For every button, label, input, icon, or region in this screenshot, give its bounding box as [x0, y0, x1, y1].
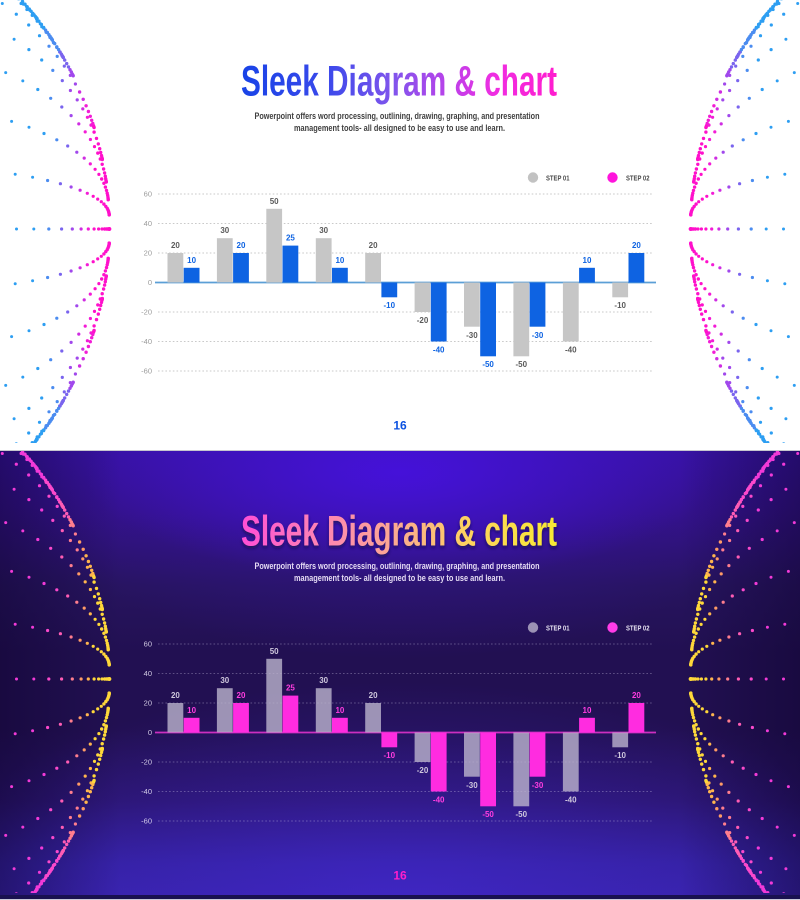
svg-text:-40: -40 — [565, 346, 577, 355]
svg-text:60: 60 — [144, 190, 152, 199]
svg-text:10: 10 — [335, 256, 344, 265]
svg-text:-60: -60 — [141, 367, 152, 376]
svg-text:Sleek Diagram & chart: Sleek Diagram & chart — [241, 57, 557, 105]
svg-text:-10: -10 — [384, 301, 396, 310]
svg-text:20: 20 — [171, 241, 180, 250]
svg-text:-40: -40 — [433, 796, 445, 805]
svg-text:STEP 02: STEP 02 — [626, 173, 650, 182]
svg-text:-30: -30 — [466, 781, 478, 790]
svg-text:-40: -40 — [141, 337, 152, 346]
svg-text:-20: -20 — [141, 758, 152, 767]
svg-text:20: 20 — [369, 691, 378, 700]
svg-text:-10: -10 — [614, 301, 626, 310]
svg-text:-50: -50 — [482, 360, 494, 369]
svg-text:10: 10 — [583, 256, 592, 265]
svg-text:40: 40 — [144, 219, 152, 228]
svg-text:-30: -30 — [532, 781, 544, 790]
svg-text:10: 10 — [583, 706, 592, 715]
svg-text:-40: -40 — [565, 796, 577, 805]
svg-text:Powerpoint offers word process: Powerpoint offers word processing, outli… — [255, 561, 540, 572]
svg-text:16: 16 — [393, 419, 407, 433]
svg-text:20: 20 — [237, 241, 246, 250]
svg-text:10: 10 — [335, 706, 344, 715]
svg-text:40: 40 — [144, 669, 152, 678]
svg-text:-50: -50 — [516, 810, 528, 819]
svg-text:-40: -40 — [141, 787, 152, 796]
svg-text:20: 20 — [632, 241, 641, 250]
svg-text:30: 30 — [319, 676, 328, 685]
svg-text:20: 20 — [632, 691, 641, 700]
svg-text:management tools- all designed: management tools- all designed to be eas… — [294, 573, 505, 584]
svg-text:10: 10 — [187, 256, 196, 265]
svg-text:30: 30 — [319, 226, 328, 235]
svg-text:Sleek Diagram & chart: Sleek Diagram & chart — [241, 507, 557, 555]
svg-text:50: 50 — [270, 197, 279, 206]
svg-text:30: 30 — [220, 226, 229, 235]
svg-text:-20: -20 — [417, 766, 429, 775]
svg-text:-10: -10 — [614, 751, 626, 760]
svg-text:management tools- all designed: management tools- all designed to be eas… — [294, 123, 505, 134]
svg-text:16: 16 — [393, 869, 407, 883]
svg-text:20: 20 — [369, 241, 378, 250]
svg-text:10: 10 — [187, 706, 196, 715]
svg-text:STEP 01: STEP 01 — [546, 173, 570, 182]
svg-text:50: 50 — [270, 647, 279, 656]
svg-text:-50: -50 — [516, 360, 528, 369]
svg-text:-10: -10 — [384, 751, 396, 760]
svg-text:20: 20 — [144, 699, 152, 708]
svg-text:20: 20 — [144, 249, 152, 258]
svg-text:-30: -30 — [532, 331, 544, 340]
svg-text:20: 20 — [171, 691, 180, 700]
svg-text:0: 0 — [148, 278, 152, 287]
svg-text:-50: -50 — [482, 810, 494, 819]
svg-text:-20: -20 — [417, 316, 429, 325]
svg-text:25: 25 — [286, 234, 295, 243]
svg-text:0: 0 — [148, 728, 152, 737]
svg-text:-40: -40 — [433, 346, 445, 355]
svg-text:Powerpoint offers word process: Powerpoint offers word processing, outli… — [255, 111, 540, 122]
svg-text:-30: -30 — [466, 331, 478, 340]
svg-text:30: 30 — [220, 676, 229, 685]
svg-text:20: 20 — [237, 691, 246, 700]
svg-text:-20: -20 — [141, 308, 152, 317]
svg-text:STEP 01: STEP 01 — [546, 623, 570, 632]
svg-text:STEP 02: STEP 02 — [626, 623, 650, 632]
svg-text:25: 25 — [286, 684, 295, 693]
svg-text:60: 60 — [144, 640, 152, 649]
svg-text:-60: -60 — [141, 817, 152, 826]
